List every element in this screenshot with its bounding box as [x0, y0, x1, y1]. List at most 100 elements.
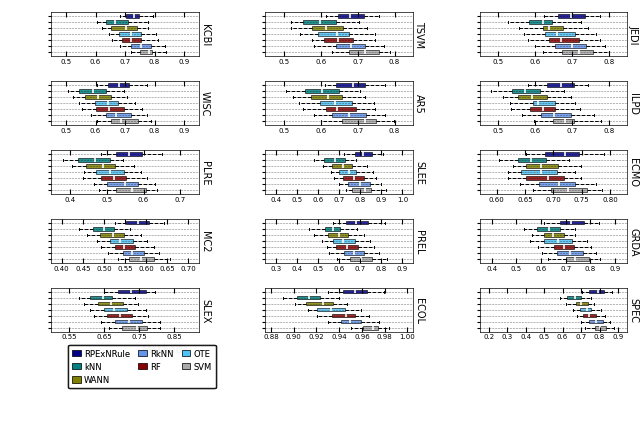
PathPatch shape — [140, 51, 152, 55]
PathPatch shape — [319, 102, 352, 105]
PathPatch shape — [126, 15, 139, 19]
PathPatch shape — [333, 240, 355, 243]
PathPatch shape — [101, 177, 126, 180]
PathPatch shape — [95, 102, 118, 105]
PathPatch shape — [554, 120, 574, 124]
PathPatch shape — [115, 320, 141, 324]
PathPatch shape — [541, 114, 571, 118]
Y-axis label: KCBI: KCBI — [200, 24, 210, 46]
Y-axis label: PREL: PREL — [414, 229, 424, 253]
PathPatch shape — [363, 326, 378, 330]
PathPatch shape — [543, 234, 564, 237]
PathPatch shape — [522, 171, 557, 174]
PathPatch shape — [86, 165, 115, 168]
PathPatch shape — [547, 84, 574, 87]
PathPatch shape — [125, 222, 150, 225]
Y-axis label: GRDA: GRDA — [628, 227, 638, 256]
Text: Methods: Methods — [141, 345, 188, 354]
PathPatch shape — [326, 108, 356, 111]
Y-axis label: SLEE: SLEE — [414, 161, 424, 184]
PathPatch shape — [566, 258, 589, 261]
PathPatch shape — [557, 252, 582, 255]
PathPatch shape — [332, 114, 366, 118]
PathPatch shape — [96, 171, 124, 174]
PathPatch shape — [348, 183, 370, 186]
PathPatch shape — [306, 302, 333, 306]
PathPatch shape — [340, 320, 362, 324]
PathPatch shape — [338, 15, 364, 19]
PathPatch shape — [551, 189, 587, 192]
PathPatch shape — [530, 108, 555, 111]
PathPatch shape — [337, 84, 365, 87]
PathPatch shape — [543, 27, 563, 31]
PathPatch shape — [324, 159, 345, 162]
PathPatch shape — [526, 177, 564, 180]
Y-axis label: SPEC: SPEC — [628, 298, 638, 322]
PathPatch shape — [90, 296, 112, 300]
PathPatch shape — [78, 159, 109, 162]
PathPatch shape — [525, 165, 557, 168]
PathPatch shape — [106, 21, 128, 25]
PathPatch shape — [512, 90, 540, 93]
PathPatch shape — [115, 246, 135, 249]
PathPatch shape — [518, 159, 546, 162]
PathPatch shape — [335, 45, 365, 49]
PathPatch shape — [344, 252, 364, 255]
PathPatch shape — [100, 234, 124, 237]
PathPatch shape — [539, 183, 575, 186]
PathPatch shape — [122, 39, 141, 43]
PathPatch shape — [545, 240, 572, 243]
PathPatch shape — [96, 108, 124, 111]
Y-axis label: PLRE: PLRE — [200, 160, 210, 185]
PathPatch shape — [120, 33, 141, 37]
PathPatch shape — [589, 291, 604, 294]
PathPatch shape — [339, 171, 356, 174]
PathPatch shape — [518, 96, 547, 99]
Y-axis label: WISC: WISC — [200, 91, 210, 116]
PathPatch shape — [108, 183, 138, 186]
PathPatch shape — [563, 51, 593, 55]
PathPatch shape — [529, 21, 552, 25]
PathPatch shape — [575, 302, 588, 306]
Legend: RPExNRule, kNN, WANN, RkNN, RF, OTE, SVM: RPExNRule, kNN, WANN, RkNN, RF, OTE, SVM — [68, 345, 216, 389]
PathPatch shape — [84, 96, 111, 99]
PathPatch shape — [93, 227, 114, 231]
PathPatch shape — [555, 45, 586, 49]
PathPatch shape — [108, 84, 129, 87]
Y-axis label: MC2: MC2 — [200, 230, 210, 252]
PathPatch shape — [549, 39, 579, 43]
PathPatch shape — [110, 240, 132, 243]
PathPatch shape — [349, 258, 372, 261]
PathPatch shape — [559, 222, 584, 225]
PathPatch shape — [111, 120, 138, 124]
Y-axis label: JEDI: JEDI — [628, 25, 638, 45]
PathPatch shape — [332, 165, 353, 168]
PathPatch shape — [106, 114, 131, 118]
PathPatch shape — [116, 189, 146, 192]
PathPatch shape — [545, 33, 575, 37]
PathPatch shape — [324, 39, 353, 43]
PathPatch shape — [305, 90, 339, 93]
PathPatch shape — [324, 227, 340, 231]
PathPatch shape — [104, 308, 127, 312]
PathPatch shape — [116, 153, 141, 156]
Y-axis label: ILPD: ILPD — [628, 93, 638, 115]
PathPatch shape — [589, 320, 603, 324]
PathPatch shape — [355, 153, 372, 156]
Y-axis label: AR5: AR5 — [414, 94, 424, 114]
Y-axis label: SLEX: SLEX — [200, 298, 210, 322]
PathPatch shape — [346, 222, 367, 225]
PathPatch shape — [537, 227, 560, 231]
PathPatch shape — [122, 326, 147, 330]
PathPatch shape — [566, 296, 581, 300]
PathPatch shape — [580, 308, 591, 312]
PathPatch shape — [554, 246, 573, 249]
PathPatch shape — [131, 45, 151, 49]
PathPatch shape — [342, 120, 376, 124]
PathPatch shape — [118, 291, 145, 294]
PathPatch shape — [343, 177, 364, 180]
PathPatch shape — [558, 15, 585, 19]
PathPatch shape — [311, 96, 342, 99]
PathPatch shape — [336, 246, 358, 249]
PathPatch shape — [312, 27, 343, 31]
